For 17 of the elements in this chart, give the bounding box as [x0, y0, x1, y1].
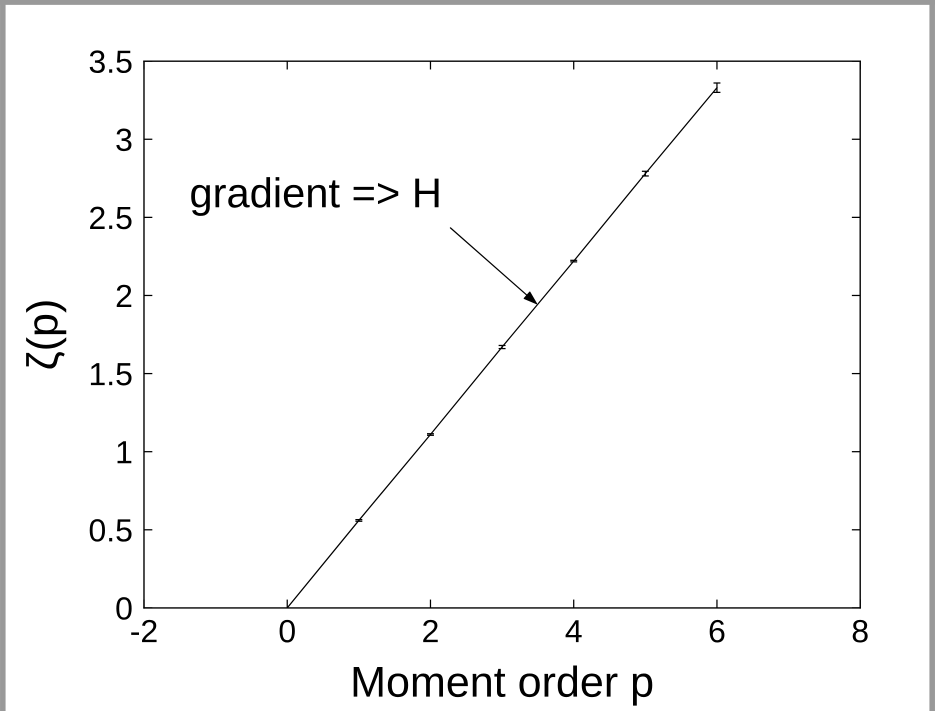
y-tick-label: 3.5: [90, 50, 132, 74]
y-tick-label: 2: [116, 284, 132, 308]
y-tick-label: 2.5: [90, 206, 132, 230]
annotation: gradient => H: [191, 177, 439, 216]
x-axis-title: Moment order p: [354, 665, 652, 706]
x-tick-label: -2: [131, 620, 157, 642]
x-tick-label: 8: [852, 620, 868, 642]
y-tick-label: 0: [116, 597, 132, 620]
y-tick-label: 3: [116, 128, 132, 152]
x-tick-label: 6: [710, 620, 724, 642]
y-tick-label: 0.5: [90, 519, 132, 542]
x-tick-label: 0: [280, 620, 295, 642]
x-tick-label: 2: [423, 620, 438, 642]
x-tick-label: 4: [566, 620, 582, 642]
y-tick-label: 1.5: [90, 363, 132, 386]
y-axis-title: ζ(p): [26, 301, 66, 369]
y-tick-label: 1: [118, 441, 132, 464]
